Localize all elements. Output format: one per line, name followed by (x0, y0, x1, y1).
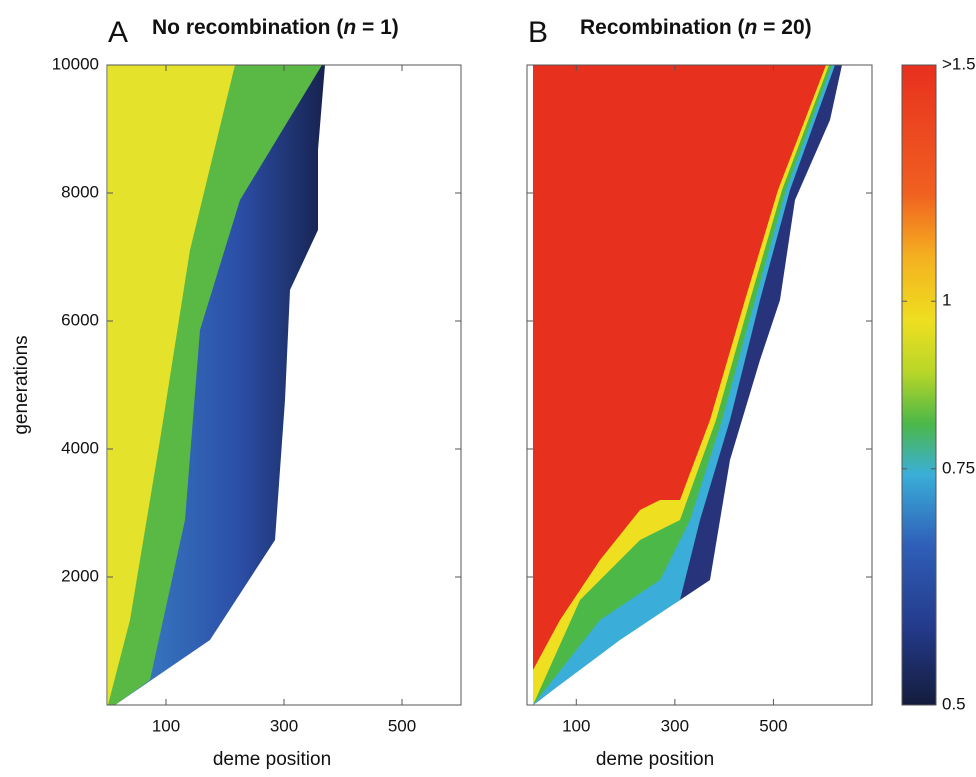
colorbar-tick-label: 0.75 (942, 458, 975, 477)
colorbar-frame (901, 64, 937, 706)
title-part: n (745, 16, 758, 39)
chart-title: Recombination (n = 20) (580, 16, 812, 39)
y-tick-label: 2000 (61, 566, 99, 585)
title-part: Recombination ( (580, 16, 745, 39)
title-part: n (343, 16, 356, 39)
heatmap-b (533, 65, 842, 705)
x-tick-label: 100 (152, 716, 180, 735)
title-part: = 20) (757, 16, 811, 39)
y-tick-label: 4000 (61, 438, 99, 457)
colorbar-tick-label: 1 (942, 291, 951, 310)
plot-frame (526, 64, 873, 706)
x-axis-label: deme position (596, 749, 714, 770)
x-tick-label: 300 (270, 716, 298, 735)
panel-letter: A (108, 16, 128, 49)
x-axis-label: deme position (213, 749, 331, 770)
colorbar-tick-label: 0.5 (942, 694, 966, 713)
y-tick-label: 8000 (61, 182, 99, 201)
colorbar-tick-label: >1.5 (942, 54, 976, 73)
title-part: = 1) (356, 16, 399, 39)
heatmap-a (108, 65, 325, 705)
x-tick-label: 100 (562, 716, 590, 735)
x-tick-label: 500 (388, 716, 416, 735)
colorbar (902, 65, 936, 705)
y-axis-label: generations (11, 335, 32, 434)
x-tick-label: 300 (661, 716, 689, 735)
y-tick-label: 6000 (61, 310, 99, 329)
y-tick-label: 10000 (52, 54, 99, 73)
panel-letter: B (528, 16, 548, 49)
title-part: No recombination ( (152, 16, 343, 39)
chart-title: No recombination (n = 1) (152, 16, 399, 39)
x-tick-label: 500 (759, 716, 787, 735)
